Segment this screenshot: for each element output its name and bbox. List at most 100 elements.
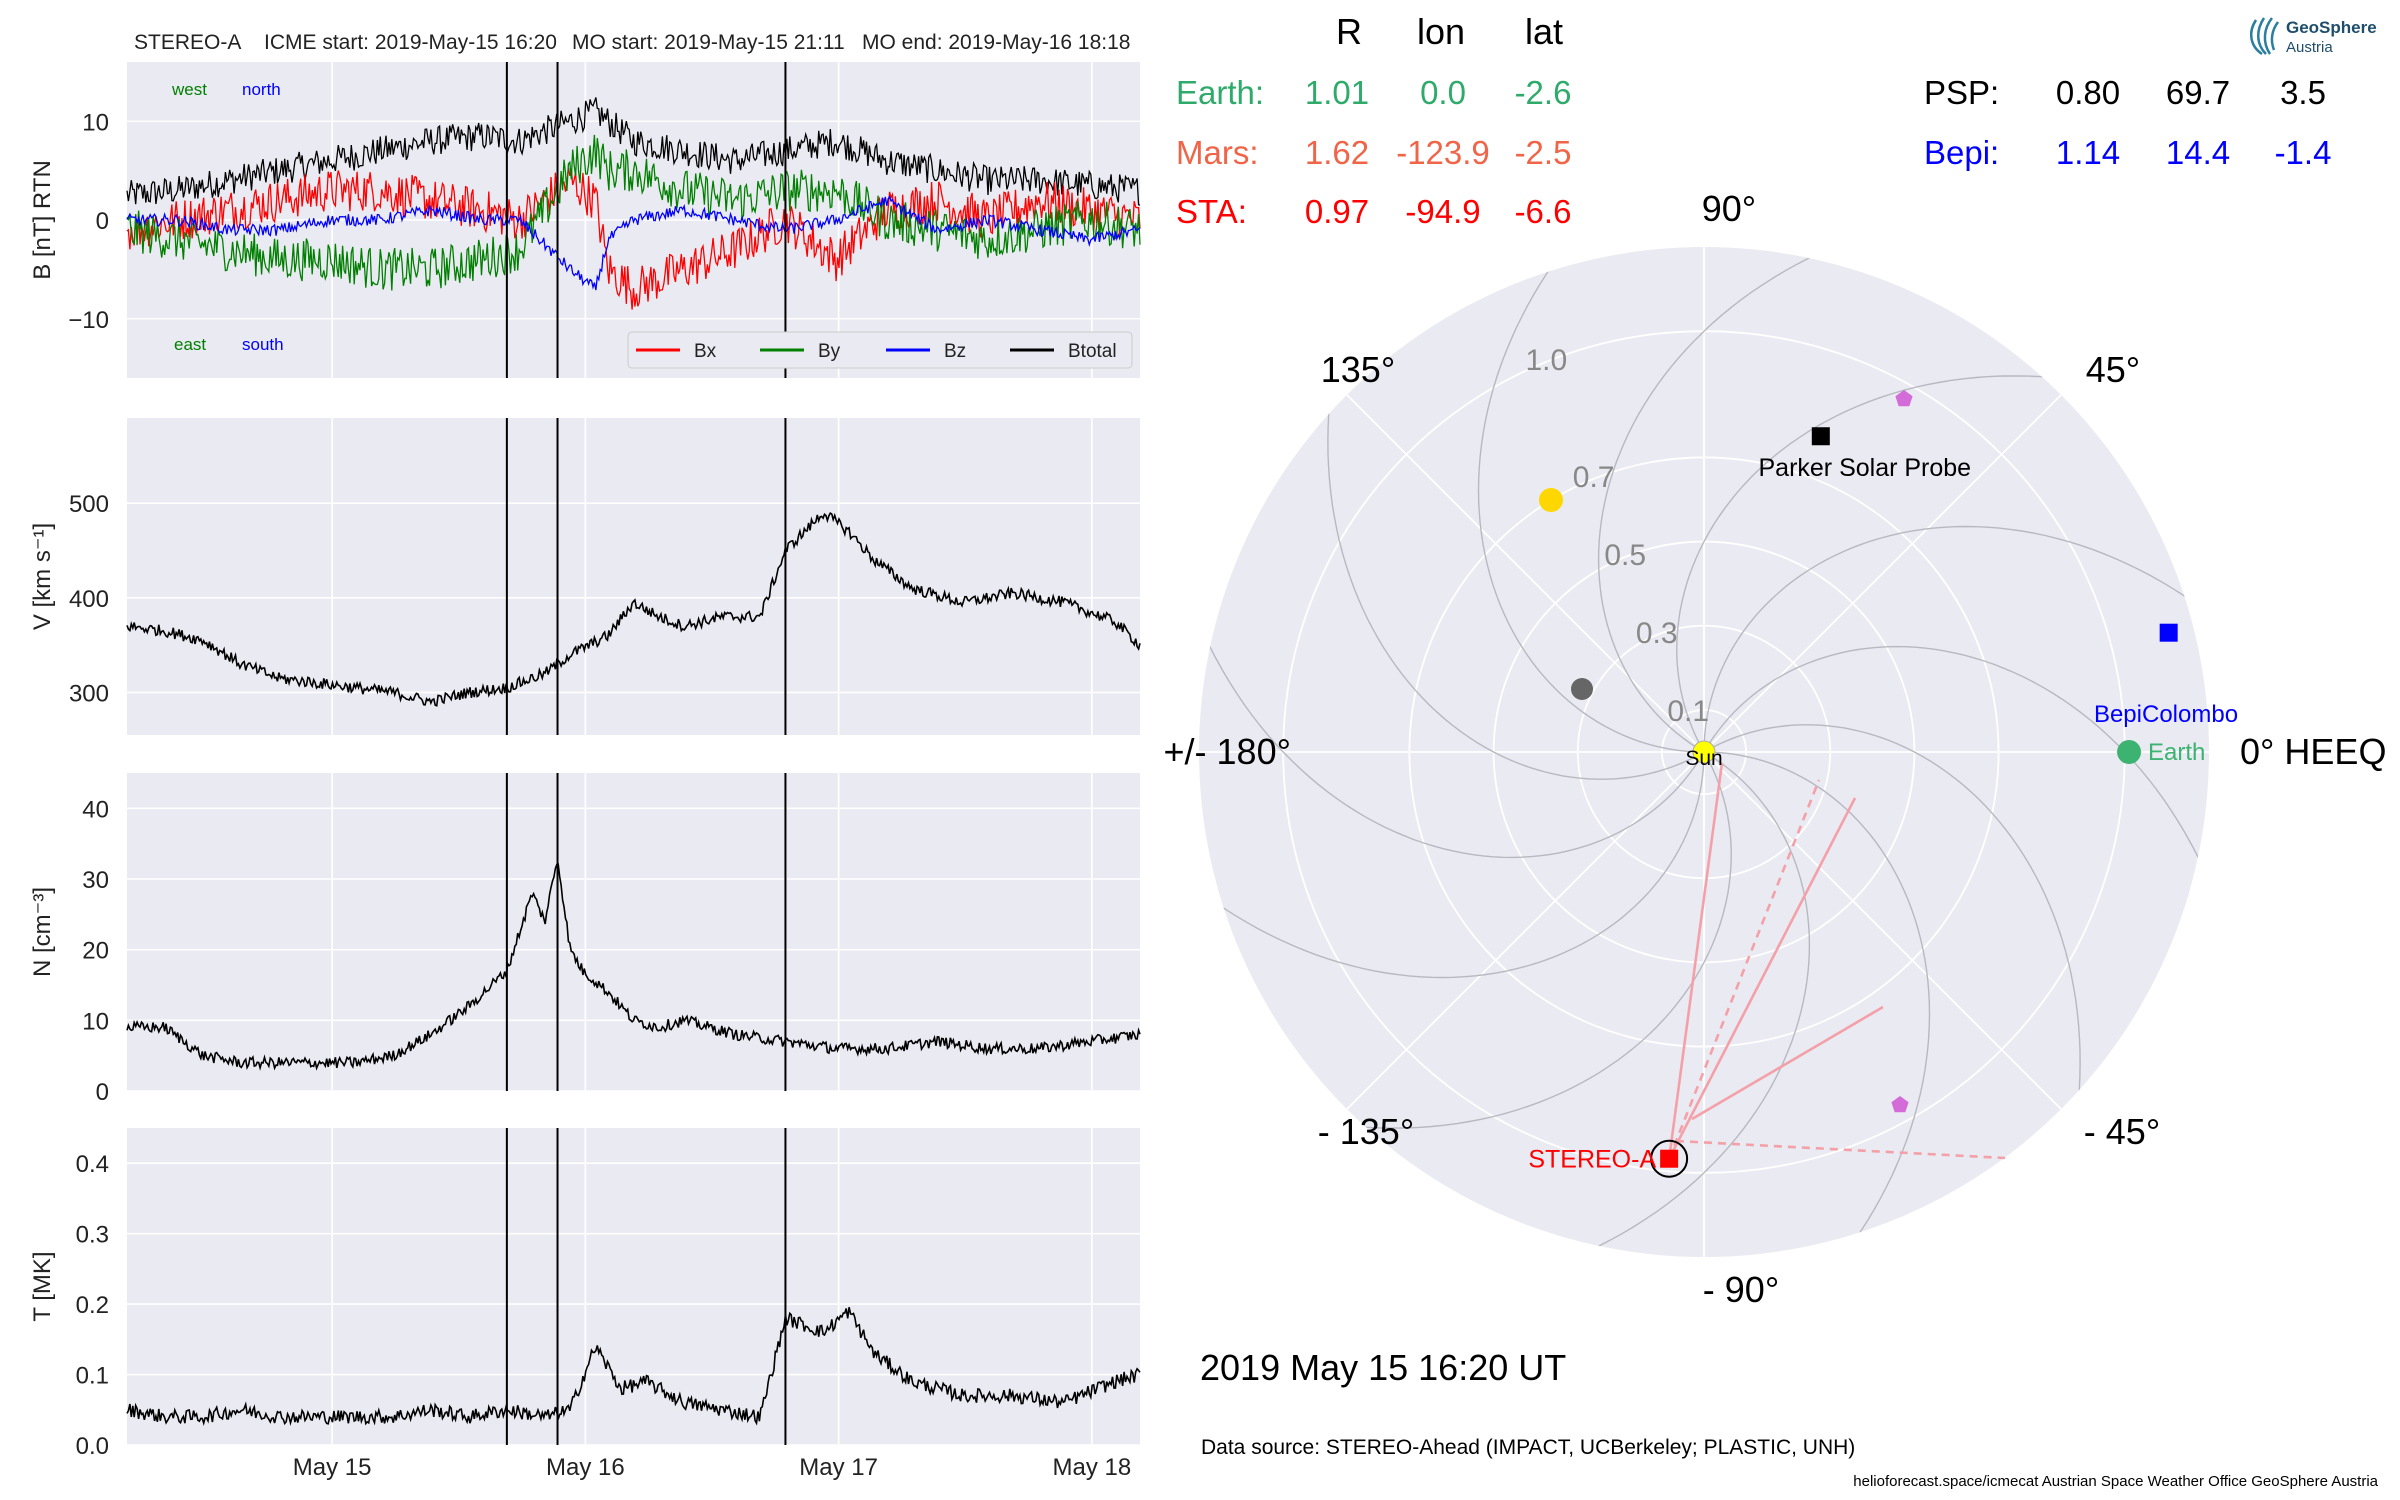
- pos-row-lon: 69.7: [2166, 74, 2230, 111]
- parker-spiral-line: [1199, 681, 1705, 979]
- series-line-bz: [126, 195, 1141, 291]
- corner-label-south: south: [242, 335, 284, 354]
- geosphere-logo: GeoSphere Austria: [2240, 10, 2390, 62]
- radial-tick-label: 0.7: [1573, 461, 1615, 494]
- stereo-field-line: [1667, 797, 1857, 1160]
- solo-marker: [1895, 390, 1913, 407]
- series-line-by: [126, 134, 1141, 291]
- pos-row-lon: 14.4: [2166, 134, 2230, 171]
- pos-row-r: 1.14: [2056, 134, 2120, 171]
- parker-spiral-line: [1199, 356, 1705, 859]
- angle-label: - 90°: [1703, 1269, 1779, 1310]
- angle-label: - 135°: [1318, 1111, 1414, 1152]
- parker-spiral-line: [1308, 751, 1811, 1257]
- y-axis-label: B [nT] RTN: [29, 160, 56, 280]
- panel-background: [127, 773, 1140, 1091]
- panel-background: [127, 418, 1140, 735]
- bepi-label: BepiColombo: [2094, 701, 2238, 728]
- parker-spiral-line: [1597, 247, 2100, 753]
- angle-label: 45°: [2086, 349, 2140, 390]
- y-tick-label: −10: [68, 307, 109, 334]
- mo-end-label: MO end: 2019-May-16 18:18: [862, 31, 1131, 54]
- pos-row-r: 1.62: [1305, 134, 1369, 171]
- series-line-btotal: [126, 97, 1141, 206]
- corner-label-west: west: [171, 80, 207, 99]
- solo-marker: [1891, 1096, 1909, 1113]
- angle-label: 90°: [1702, 188, 1756, 229]
- mo-start-label: MO start: 2019-May-15 21:11: [572, 31, 845, 54]
- pos-row-lon: -123.9: [1396, 134, 1490, 171]
- y-tick-label: 10: [82, 1008, 109, 1035]
- y-tick-label: 300: [69, 680, 109, 707]
- earth-marker: [2117, 740, 2142, 764]
- pos-row-lat: -1.4: [2275, 134, 2332, 171]
- position-table: R lon lat Earth: 1.01 0.0 -2.6 Mars: 1.62 -123…: [1176, 11, 2331, 230]
- stereo-label: STEREO-A: [1528, 1146, 1656, 1174]
- pos-row-name: Mars:: [1176, 134, 1259, 171]
- logo-sub: Austria: [2286, 39, 2333, 56]
- angle-label: 0° HEEQ: [2240, 731, 2386, 772]
- pos-row-lat: -2.6: [1515, 74, 1572, 111]
- col-header-r: R: [1336, 11, 1362, 52]
- credits-label: helioforecast.space/icmecat Austrian Spa…: [1853, 1473, 2378, 1490]
- legend-label-bx: Bx: [694, 341, 717, 362]
- pos-row-lon: 0.0: [1420, 74, 1466, 111]
- stereo-ring: [1650, 1139, 1689, 1178]
- y-tick-label: 0.3: [76, 1222, 109, 1249]
- radial-tick-label: 0.3: [1636, 617, 1678, 650]
- corner-label-east: east: [174, 335, 206, 354]
- legend-label-btotal: Btotal: [1068, 341, 1117, 362]
- x-tick-label: May 15: [293, 1454, 372, 1481]
- x-tick-label: May 16: [546, 1454, 625, 1481]
- y-tick-label: 20: [82, 938, 109, 965]
- logo-name: GeoSphere: [2286, 18, 2377, 37]
- series-line-data: [126, 1307, 1141, 1427]
- x-tick-label: May 17: [799, 1454, 878, 1481]
- pos-row-r: 0.97: [1305, 193, 1369, 230]
- pos-row-name: STA:: [1176, 193, 1247, 230]
- polar-orbit-plot: 0.1 0.3 0.5 0.7 1.0 90° 45° 0° HEEQ - 45° - 90° - …: [1164, 188, 2387, 1310]
- icme-start-label: ICME start: 2019-May-15 16:20: [264, 31, 557, 54]
- parker-spiral-line: [1633, 751, 1931, 1257]
- angle-label: - 45°: [2084, 1111, 2160, 1152]
- y-tick-label: 400: [69, 586, 109, 613]
- y-tick-label: 0.1: [76, 1363, 109, 1390]
- sun-label: Sun: [1685, 747, 1722, 770]
- sun-marker: [1692, 740, 1716, 764]
- y-tick-label: 500: [69, 491, 109, 518]
- pos-row-lat: -6.6: [1515, 193, 1572, 230]
- angular-grid-line: [1346, 394, 1705, 753]
- y-tick-label: 0.2: [76, 1292, 109, 1319]
- data-source-label: Data source: STEREO-Ahead (IMPACT, UCBer…: [1201, 1436, 1855, 1459]
- parker-spiral-line: [1477, 247, 1775, 753]
- col-header-lon: lon: [1417, 11, 1465, 52]
- legend-label-by: By: [818, 341, 841, 362]
- angular-grid-line: [1703, 394, 2062, 753]
- legend-frame: [627, 331, 1133, 369]
- radial-tick-label: 0.5: [1604, 539, 1646, 572]
- y-tick-label: 30: [82, 867, 109, 894]
- parker-spiral-line: [1703, 525, 2209, 823]
- stereo-field-line: [1691, 1005, 1884, 1121]
- planet-marker-venus: [1539, 488, 1563, 512]
- pos-row-name: Bepi:: [1924, 134, 1999, 171]
- planet-marker-mercury: [1571, 678, 1593, 700]
- pos-row-r: 0.80: [2056, 74, 2120, 111]
- pos-row-lat: 3.5: [2280, 74, 2326, 111]
- angular-grid-line: [1703, 751, 2062, 1110]
- earth-label: Earth: [2148, 739, 2205, 766]
- x-tick-label: May 18: [1053, 1454, 1132, 1481]
- geosphere-logo-icon: [2249, 17, 2280, 56]
- legend-box: Bx By Bz Btotal: [627, 331, 1133, 369]
- angle-label: 135°: [1321, 349, 1395, 390]
- y-axis-label: T [MK]: [29, 1251, 56, 1321]
- pos-row-name: Earth:: [1176, 74, 1264, 111]
- pos-row-name: PSP:: [1924, 74, 1999, 111]
- y-tick-label: 0.0: [76, 1433, 109, 1460]
- radial-tick-label: 0.1: [1667, 695, 1709, 728]
- y-tick-label: 40: [82, 796, 109, 823]
- corner-label-north: north: [242, 80, 281, 99]
- timestamp-label: 2019 May 15 16:20 UT: [1200, 1347, 1566, 1388]
- pos-row-lat: -2.5: [1515, 134, 1572, 171]
